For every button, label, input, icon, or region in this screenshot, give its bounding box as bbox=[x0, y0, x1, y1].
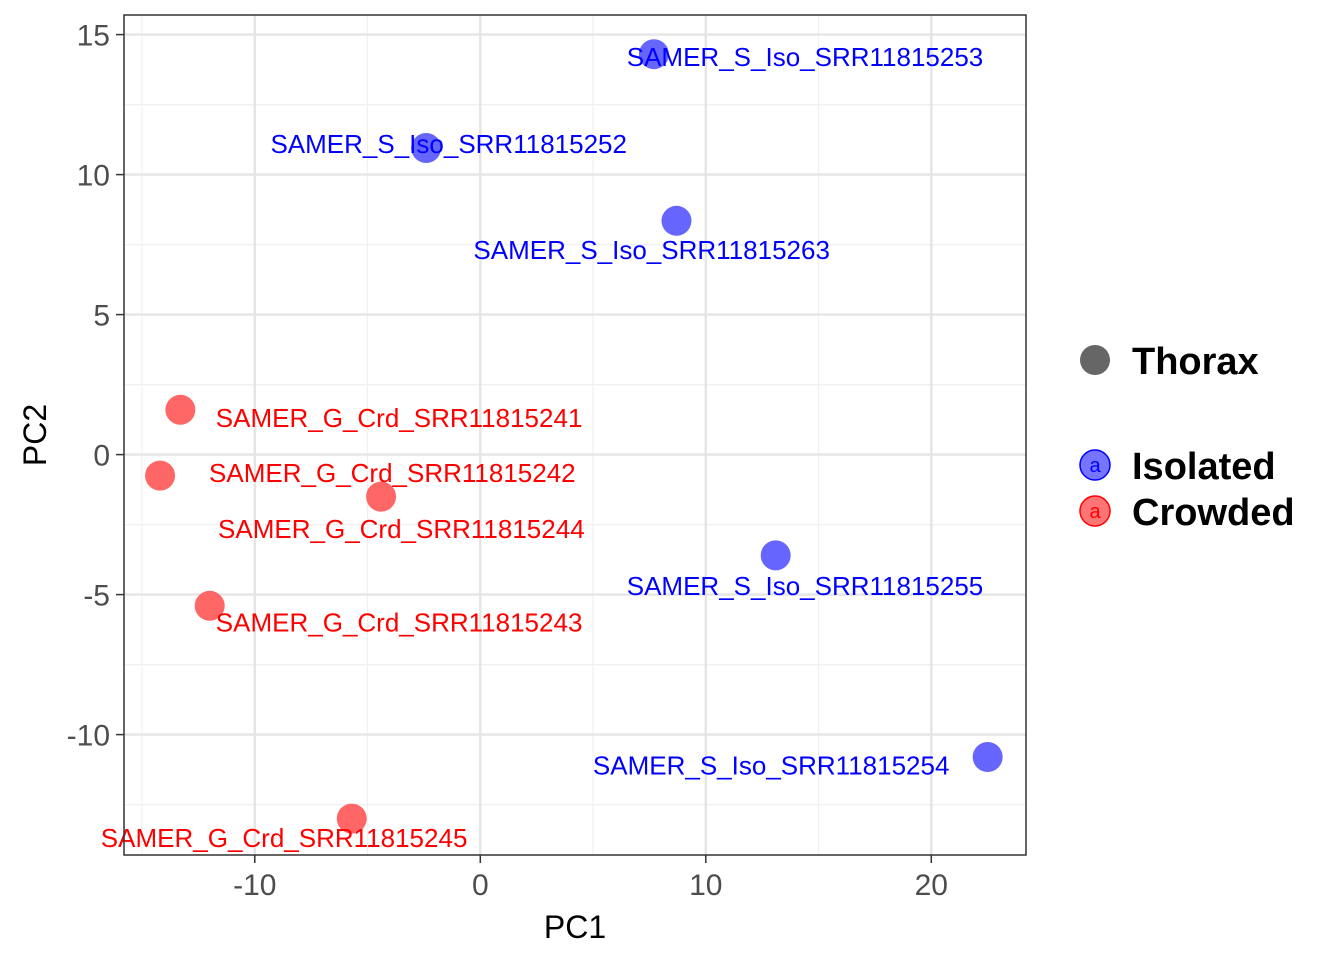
x-tick-label: 10 bbox=[689, 869, 722, 902]
legend-series-entries: a Isolated a Crowded bbox=[1079, 446, 1295, 534]
crowded-point bbox=[194, 590, 225, 621]
legend-thorax-label: Thorax bbox=[1132, 341, 1259, 383]
y-tick-label: 0 bbox=[93, 440, 110, 473]
crowded-point-label: SAMER_G_Crd_SRR11815241 bbox=[216, 403, 583, 433]
crowded-point-label: SAMER_G_Crd_SRR11815242 bbox=[209, 458, 576, 488]
crowded-point-label: SAMER_G_Crd_SRR11815245 bbox=[101, 823, 468, 853]
y-axis: -10 -5 0 5 10 15 bbox=[67, 20, 124, 753]
x-axis: -10 0 10 20 bbox=[233, 855, 948, 902]
panel-background bbox=[124, 15, 1026, 855]
point-labels: SAMER_S_Iso_SRR11815253 SAMER_S_Iso_SRR11… bbox=[101, 42, 983, 853]
isolated-point bbox=[760, 540, 791, 571]
y-tick-label: 5 bbox=[93, 300, 110, 333]
crowded-point bbox=[145, 460, 176, 491]
legend-crowded-label: Crowded bbox=[1132, 492, 1295, 534]
x-tick-label: -10 bbox=[233, 869, 276, 902]
x-tick-label: 0 bbox=[472, 869, 489, 902]
legend-shape-key-circle bbox=[1080, 345, 1110, 375]
legend-crowded-key-glyph: a bbox=[1089, 501, 1101, 523]
crowded-point bbox=[366, 481, 397, 512]
isolated-point bbox=[638, 39, 669, 70]
x-axis-title: PC1 bbox=[544, 909, 606, 945]
isolated-point-label: SAMER_S_Iso_SRR11815254 bbox=[593, 750, 950, 780]
legend: Thorax a Isolated a Crowded bbox=[1079, 341, 1295, 534]
isolated-point-label: SAMER_S_Iso_SRR11815263 bbox=[473, 235, 830, 265]
legend-isolated-key-glyph: a bbox=[1089, 455, 1101, 477]
crowded-point bbox=[165, 394, 196, 425]
plot-panel: SAMER_S_Iso_SRR11815253 SAMER_S_Iso_SRR11… bbox=[101, 14, 1027, 856]
y-tick-label: 15 bbox=[77, 20, 110, 53]
crowded-point bbox=[336, 803, 367, 834]
y-tick-label: -10 bbox=[67, 720, 110, 753]
data-points bbox=[145, 39, 1003, 834]
panel-border bbox=[123, 14, 1027, 856]
legend-isolated-key bbox=[1079, 449, 1111, 481]
isolated-point-label: SAMER_S_Iso_SRR11815253 bbox=[627, 42, 984, 72]
crowded-point-label: SAMER_G_Crd_SRR11815243 bbox=[216, 608, 583, 638]
isolated-point bbox=[661, 205, 692, 236]
major-gridlines bbox=[124, 15, 1026, 855]
isolated-point bbox=[411, 133, 442, 163]
minor-gridlines bbox=[124, 15, 1026, 855]
x-tick-label: 20 bbox=[915, 869, 948, 902]
legend-isolated-label: Isolated bbox=[1132, 446, 1276, 488]
isolated-point-label: SAMER_S_Iso_SRR11815255 bbox=[627, 571, 984, 601]
crowded-point-label: SAMER_G_Crd_SRR11815244 bbox=[218, 514, 585, 544]
y-tick-label: -5 bbox=[83, 580, 110, 613]
isolated-point-label: SAMER_S_Iso_SRR11815252 bbox=[270, 129, 627, 159]
isolated-point bbox=[972, 742, 1003, 772]
legend-crowded-key bbox=[1079, 495, 1111, 527]
y-tick-label: 10 bbox=[77, 160, 110, 193]
y-axis-title: PC2 bbox=[17, 404, 53, 466]
